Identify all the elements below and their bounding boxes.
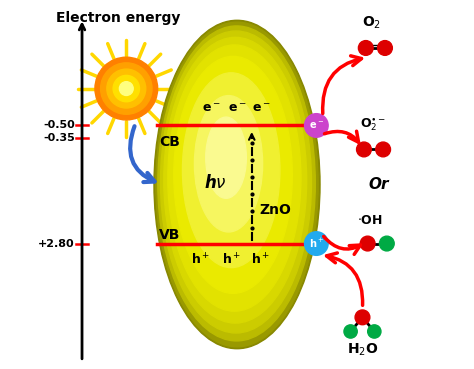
Circle shape (119, 82, 133, 96)
Text: O$_2$: O$_2$ (362, 15, 381, 31)
Text: H$_2$O: H$_2$O (347, 341, 378, 358)
Ellipse shape (168, 45, 301, 311)
Text: e$^-$: e$^-$ (202, 102, 220, 115)
Circle shape (376, 142, 391, 157)
Ellipse shape (164, 37, 307, 323)
Text: ZnO: ZnO (259, 203, 291, 217)
Ellipse shape (182, 73, 280, 268)
Circle shape (356, 142, 371, 157)
Ellipse shape (154, 20, 320, 349)
Text: Electron energy: Electron energy (56, 11, 181, 25)
Text: CB: CB (159, 135, 180, 149)
Circle shape (378, 41, 392, 55)
Ellipse shape (156, 22, 318, 347)
Circle shape (355, 310, 370, 325)
Circle shape (379, 236, 394, 251)
Text: e$^-$: e$^-$ (309, 120, 324, 131)
Ellipse shape (158, 26, 315, 341)
Ellipse shape (161, 31, 311, 333)
Text: +2.80: +2.80 (38, 238, 74, 249)
Circle shape (304, 114, 328, 137)
Text: h$^+$: h$^+$ (251, 252, 271, 268)
Ellipse shape (206, 117, 246, 198)
Text: e$^-$: e$^-$ (228, 102, 246, 115)
Text: -0.50: -0.50 (43, 120, 74, 131)
Text: h$^+$: h$^+$ (309, 237, 324, 250)
Text: -0.35: -0.35 (43, 133, 74, 144)
Circle shape (95, 57, 158, 120)
Circle shape (344, 325, 357, 338)
Ellipse shape (194, 96, 263, 232)
Ellipse shape (174, 56, 292, 293)
Text: $\cdot$OH: $\cdot$OH (357, 214, 383, 227)
Circle shape (358, 41, 373, 55)
Circle shape (100, 63, 152, 114)
Circle shape (304, 232, 328, 255)
Text: h$^+$: h$^+$ (191, 252, 210, 268)
Circle shape (368, 325, 381, 338)
Circle shape (113, 75, 139, 102)
Text: Or: Or (369, 177, 389, 192)
Text: h$^+$: h$^+$ (222, 252, 241, 268)
Text: O$_2^{\bullet-}$: O$_2^{\bullet-}$ (360, 116, 387, 133)
Text: VB: VB (159, 228, 181, 242)
Text: h$\nu$: h$\nu$ (203, 174, 226, 192)
Circle shape (107, 69, 146, 108)
Circle shape (360, 236, 375, 251)
Text: e$^-$: e$^-$ (252, 102, 270, 115)
